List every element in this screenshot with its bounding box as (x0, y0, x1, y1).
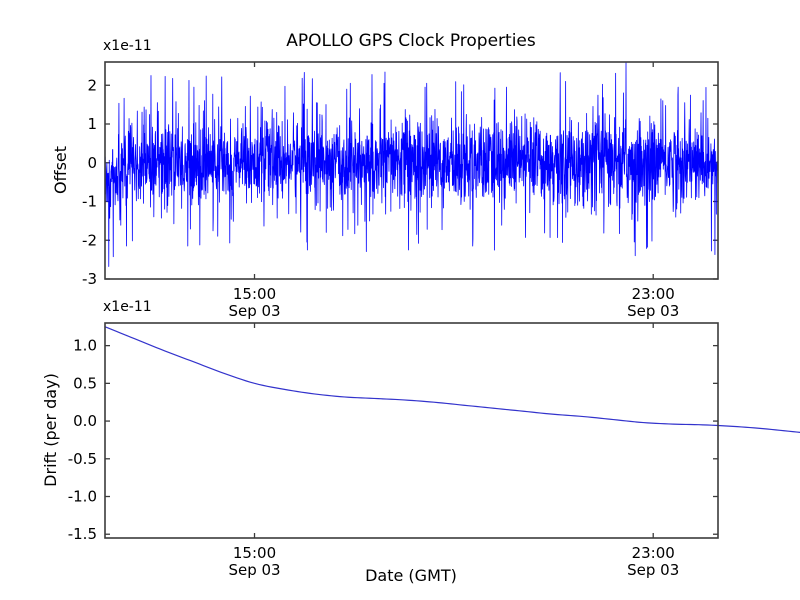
x-tick-date: Sep 03 (627, 302, 679, 320)
x-tick-time: 23:00 (632, 285, 675, 303)
drift-panel: x1e-11 Drift (per day) Date (GMT) 15:00S… (41, 299, 800, 585)
y-tick-label: 0 (87, 154, 97, 172)
drift-axis-ticks (105, 323, 718, 538)
page-title: APOLLO GPS Clock Properties (286, 31, 536, 51)
x-tick-time: 15:00 (233, 544, 276, 562)
y-tick-label: -0.5 (68, 450, 97, 468)
drift-x-axis-label: Date (GMT) (365, 566, 457, 585)
x-tick-date: Sep 03 (627, 561, 679, 579)
drift-exponent-label: x1e-11 (103, 299, 152, 315)
offset-exponent-label: x1e-11 (103, 38, 152, 54)
y-tick-label: -2 (82, 231, 97, 249)
drift-y-tick-labels: 1.0 0.5 0.0 -0.5 -1.0 -1.5 (68, 337, 97, 544)
offset-plot-frame (104, 61, 719, 280)
offset-data-trace (104, 62, 719, 267)
y-tick-label: -1.0 (68, 488, 97, 506)
y-tick-label: 0.0 (73, 412, 97, 430)
y-tick-label: 1 (87, 115, 97, 133)
y-tick-label: 0.5 (73, 374, 97, 392)
offset-y-axis-label: Offset (51, 146, 70, 194)
y-tick-label: -1.5 (68, 525, 97, 543)
y-tick-label: 1.0 (73, 337, 97, 355)
x-tick-time: 15:00 (233, 285, 276, 303)
offset-y-tick-labels: 2 1 0 -1 -2 -3 (82, 76, 97, 288)
y-tick-label: -3 (82, 270, 97, 288)
y-tick-label: 2 (87, 76, 97, 94)
drift-y-axis-label: Drift (per day) (41, 373, 60, 487)
y-tick-label: -1 (82, 193, 97, 211)
x-tick-date: Sep 03 (228, 302, 280, 320)
x-tick-time: 23:00 (632, 544, 675, 562)
x-tick-date: Sep 03 (228, 561, 280, 579)
offset-panel: APOLLO GPS Clock Properties x1e-11 Offse… (51, 31, 719, 320)
drift-plot-frame (104, 322, 719, 539)
drift-data-trace (104, 326, 800, 433)
